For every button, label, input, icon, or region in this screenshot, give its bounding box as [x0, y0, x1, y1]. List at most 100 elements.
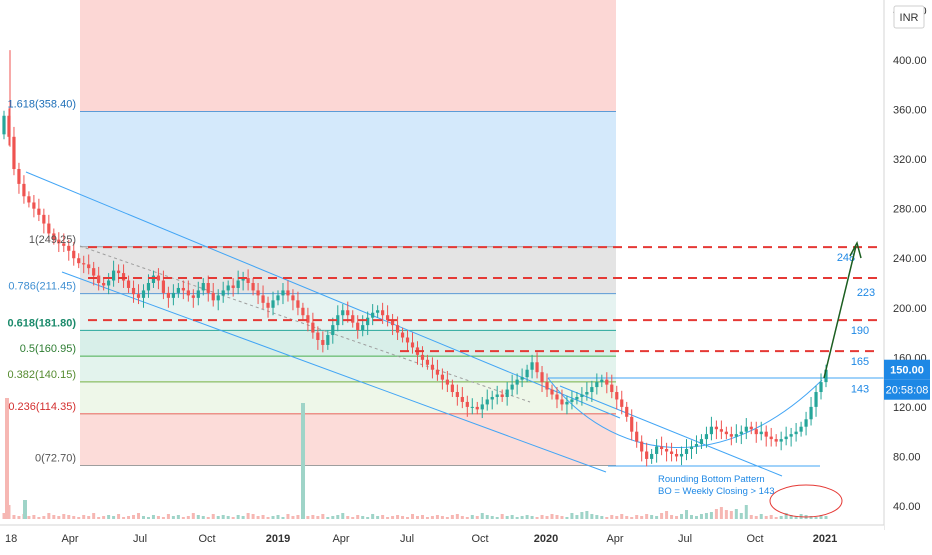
candle-body	[465, 401, 469, 407]
candle-body	[151, 275, 156, 283]
candle-body	[186, 290, 190, 296]
volume-bar	[430, 516, 434, 519]
y-tick-label: 80.00	[893, 451, 921, 463]
candle-body	[306, 315, 310, 323]
volume-bar	[595, 515, 599, 519]
volume-bar	[545, 516, 549, 519]
channel-median-line	[79, 245, 531, 403]
candle-body	[286, 290, 290, 296]
volume-bar	[211, 514, 215, 519]
candle-body	[799, 426, 803, 432]
countdown-tag[interactable]	[884, 379, 930, 400]
volume-bar	[261, 515, 265, 519]
candle-body	[27, 196, 31, 203]
candle-body	[191, 295, 195, 298]
candle-body	[107, 280, 111, 286]
volume-bar	[415, 516, 419, 519]
candle-body	[67, 245, 71, 251]
time-axis[interactable]	[0, 525, 884, 550]
volume-bar	[52, 515, 56, 519]
volume-bar	[685, 510, 689, 519]
volume-bar	[47, 513, 51, 519]
volume-bar	[77, 517, 81, 519]
volume-bar	[306, 516, 310, 519]
volume-bar	[555, 515, 559, 519]
candle-body	[739, 431, 743, 435]
volume-bar	[485, 515, 489, 519]
candle-body	[560, 399, 564, 405]
volume-bar	[361, 516, 365, 519]
volume-bar	[570, 513, 574, 519]
currency-label: INR	[900, 12, 919, 24]
volume-bar	[406, 517, 410, 519]
volume-bar	[779, 516, 783, 519]
volume-bar	[12, 515, 16, 519]
volume-bar	[17, 516, 21, 519]
candle-body	[520, 377, 524, 380]
volume-bar	[610, 515, 614, 519]
candle-body	[754, 429, 758, 435]
candle-body	[236, 280, 240, 288]
candle-body	[22, 183, 26, 197]
fib-zone-blue	[80, 112, 616, 247]
volume-bar	[171, 516, 175, 519]
volume-bar	[311, 515, 315, 519]
volume-bar	[675, 516, 679, 519]
volume-highlight-ellipse	[769, 484, 843, 518]
volume-bar	[640, 516, 644, 519]
target-label: 190	[851, 325, 869, 337]
volume-bar	[281, 517, 285, 519]
volume-bar	[376, 516, 380, 519]
volume-bar	[590, 514, 594, 519]
candle-body	[500, 394, 504, 397]
volume-bar	[346, 516, 350, 519]
candle-body	[814, 392, 818, 407]
price-axis[interactable]	[884, 0, 932, 530]
currency-badge[interactable]	[893, 5, 925, 29]
volume-bar	[226, 516, 230, 519]
candle-body	[480, 404, 484, 410]
volume-bar	[42, 516, 46, 519]
candle-body	[789, 434, 793, 437]
last-price-text: 150.00	[890, 365, 924, 377]
volume-bar	[316, 516, 320, 519]
volume-bar	[520, 516, 524, 519]
candle-body	[585, 392, 589, 395]
candle-body	[729, 434, 733, 437]
candle-body	[181, 287, 185, 291]
volume-bars	[2, 398, 843, 519]
last-price-tag[interactable]	[884, 359, 930, 380]
candle-body	[211, 292, 215, 301]
candle-body	[97, 275, 101, 283]
volume-bar	[196, 515, 200, 519]
fib-label: 0.382(140.15)	[8, 369, 77, 381]
volume-bar	[759, 514, 763, 519]
volume-bar	[132, 515, 136, 519]
candle-body	[366, 317, 370, 326]
candle-body	[784, 436, 788, 440]
candle-body	[440, 374, 444, 380]
volume-bar	[371, 514, 375, 519]
volume-bar	[381, 515, 385, 519]
volume-bar	[660, 513, 664, 519]
candle-body	[640, 441, 644, 452]
candle-body	[231, 285, 235, 288]
volume-bar	[146, 517, 150, 519]
fib-labels: 1.618(358.40) 1(249.25) 0.786(211.45) 0.618…	[8, 99, 77, 465]
candle-body	[724, 431, 728, 435]
volume-bar	[276, 515, 280, 519]
candle-body	[694, 444, 699, 447]
candle-body	[794, 431, 798, 435]
volume-bar	[27, 516, 31, 519]
volume-bar	[744, 505, 748, 519]
candle-body	[774, 439, 778, 442]
candle-body	[610, 384, 614, 393]
volume-bar	[645, 514, 649, 519]
fib-lines	[80, 111, 616, 466]
volume-bar	[420, 515, 424, 519]
volume-bar	[356, 515, 360, 519]
